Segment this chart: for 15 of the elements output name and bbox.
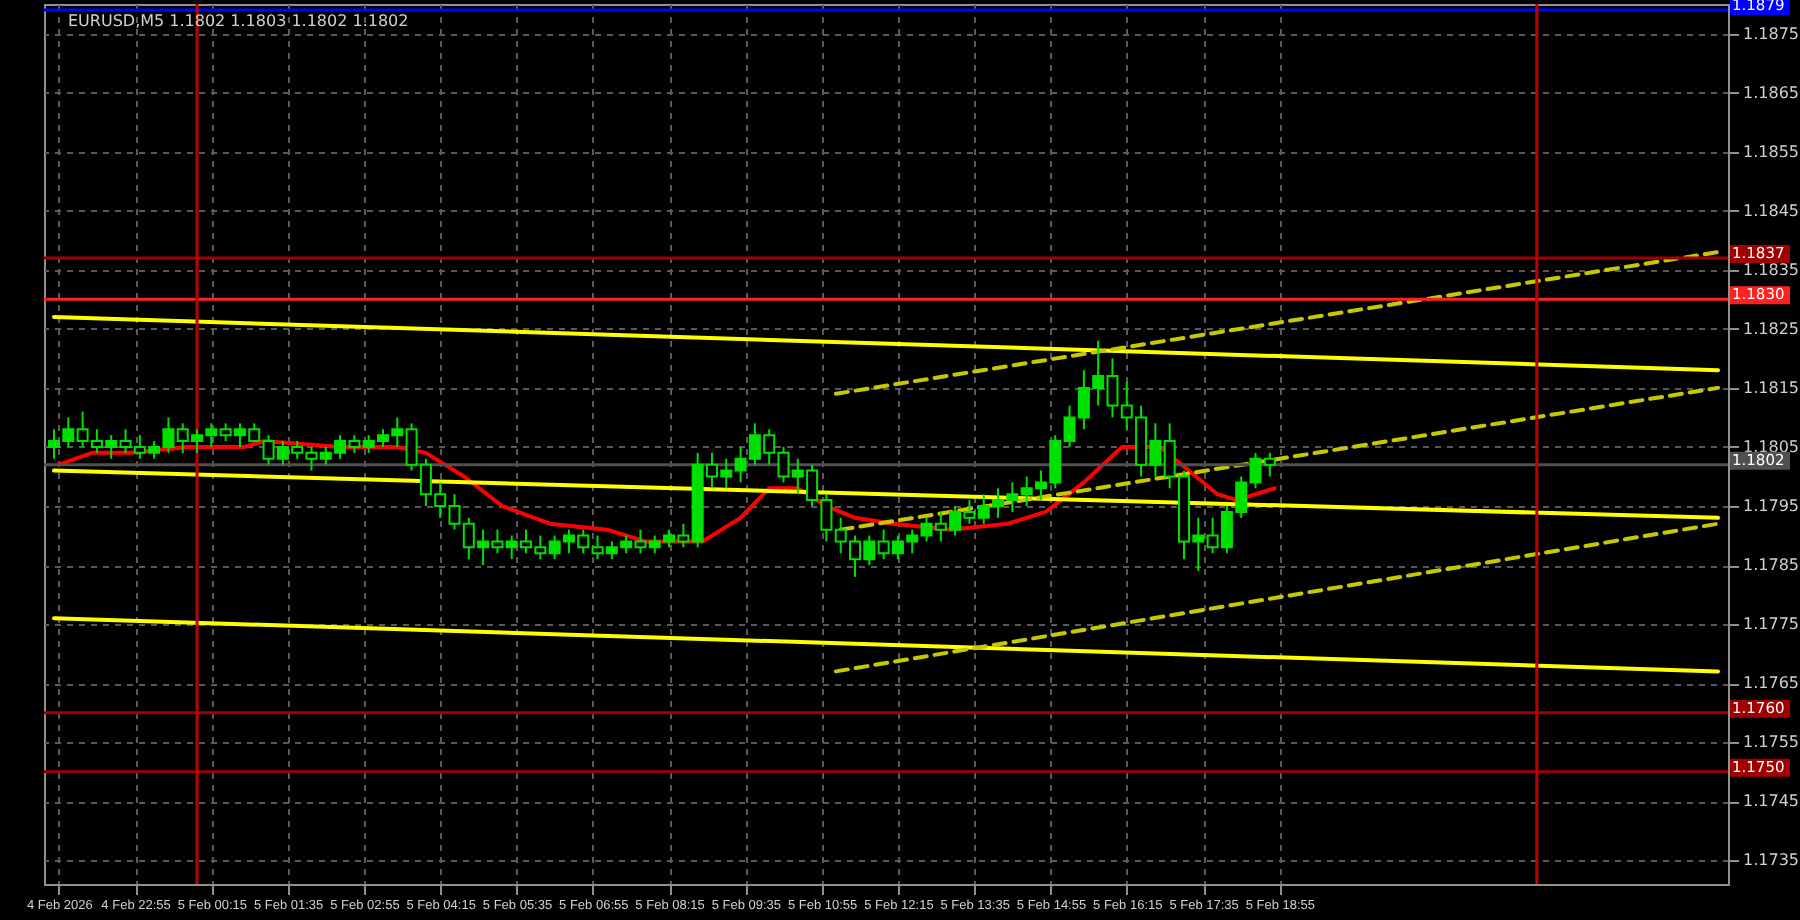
y-tick-label: 1.1875 <box>1743 24 1799 43</box>
y-tick-label: 1.1775 <box>1743 615 1799 634</box>
y-tick-label: 1.1855 <box>1743 142 1799 161</box>
y-tick-label: 1.1805 <box>1743 437 1799 456</box>
y-tick-label: 1.1815 <box>1743 378 1799 397</box>
y-tick-label: 1.1865 <box>1743 83 1799 102</box>
y-tick-label: 1.1735 <box>1743 851 1799 870</box>
y-tick-label: 1.1785 <box>1743 556 1799 575</box>
y-tick-label: 1.1765 <box>1743 674 1799 693</box>
y-tick-label: 1.1755 <box>1743 733 1799 752</box>
y-tick-label: 1.1745 <box>1743 792 1799 811</box>
y-tick-label: 1.1835 <box>1743 260 1799 279</box>
y-tick-label: 1.1825 <box>1743 319 1799 338</box>
y-tick-label: 1.1845 <box>1743 201 1799 220</box>
y-tick-label: 1.1795 <box>1743 497 1799 516</box>
